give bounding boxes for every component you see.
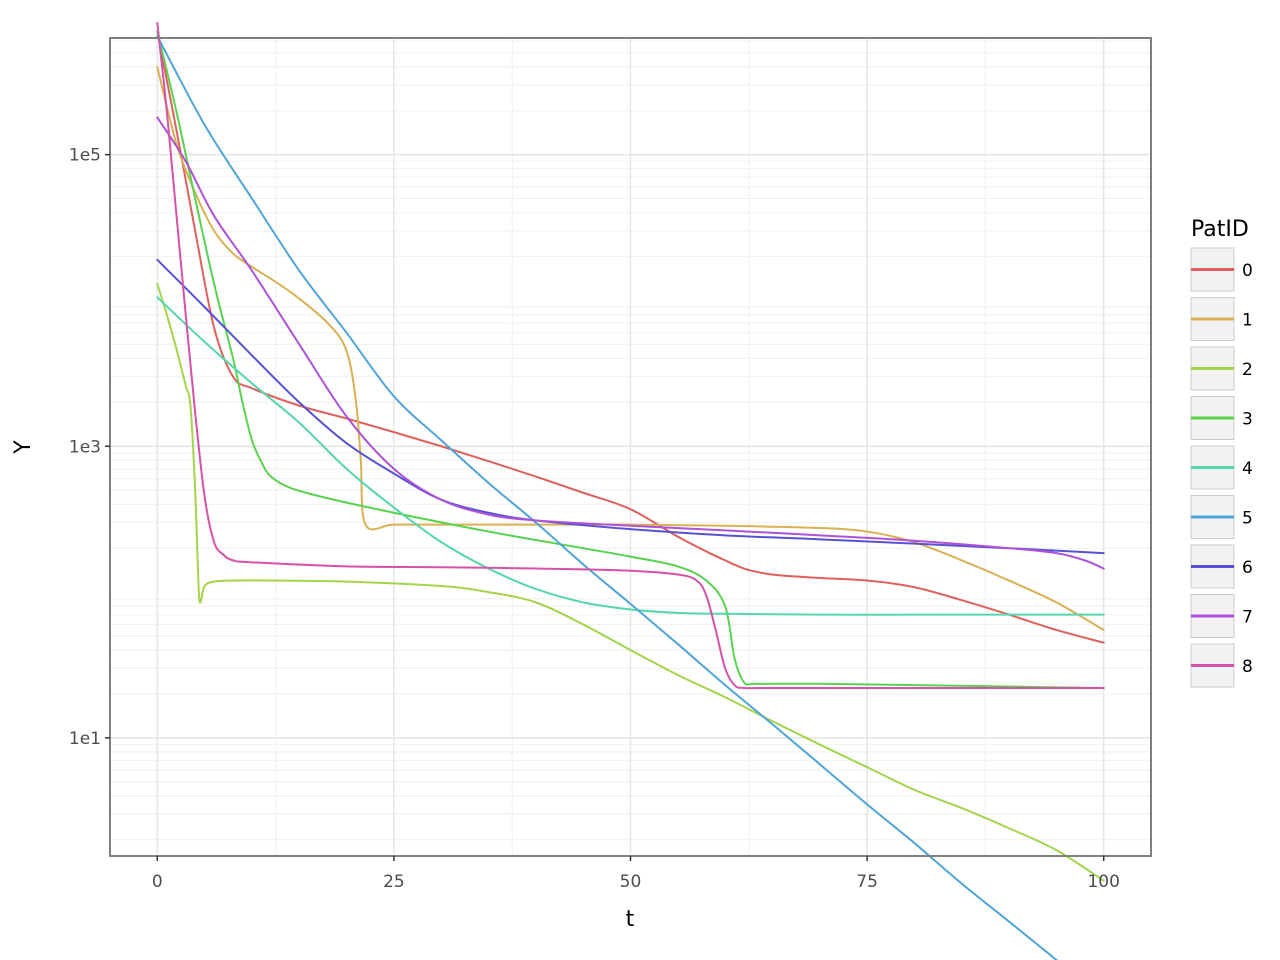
legend-label: 4 [1242, 459, 1253, 479]
legend-label: 3 [1242, 410, 1253, 430]
series-line-7 [156, 116, 1105, 570]
y-tick-label: 1e3 [69, 437, 101, 457]
legend-label: 6 [1242, 558, 1253, 578]
legend-label: 2 [1242, 360, 1253, 380]
legend-title: PatID [1191, 217, 1249, 242]
x-tick-label: 100 [1087, 872, 1119, 892]
y-axis-title: Y [11, 440, 36, 455]
series-lines [156, 21, 1105, 960]
series-line-1 [156, 65, 1105, 631]
legend-label: 7 [1242, 608, 1253, 628]
series-line-6 [156, 258, 1105, 555]
legend: PatID 0 1 2 3 4 5 6 7 8 [1190, 217, 1253, 688]
y-tick-label: 1e1 [69, 729, 101, 749]
series-line-0 [156, 30, 1105, 644]
legend-label: 0 [1242, 261, 1253, 281]
series-line-4 [156, 296, 1105, 616]
series-line-5 [156, 35, 1058, 960]
y-axis: 1e1 1e3 1e5 [69, 146, 110, 749]
y-tick-label: 1e5 [69, 146, 101, 166]
legend-label: 8 [1242, 657, 1253, 677]
x-axis: 0 25 50 75 100 [152, 856, 1120, 892]
series-line-8 [156, 21, 1105, 690]
x-tick-label: 75 [856, 872, 878, 892]
series-line-3 [156, 30, 1105, 689]
x-tick-label: 50 [620, 872, 642, 892]
x-tick-label: 0 [152, 872, 163, 892]
legend-label: 1 [1242, 311, 1253, 331]
x-tick-label: 25 [383, 872, 405, 892]
legend-label: 5 [1242, 509, 1253, 529]
x-axis-title: t [626, 907, 635, 932]
grid-major [110, 38, 1151, 856]
series-line-2 [156, 282, 1105, 882]
